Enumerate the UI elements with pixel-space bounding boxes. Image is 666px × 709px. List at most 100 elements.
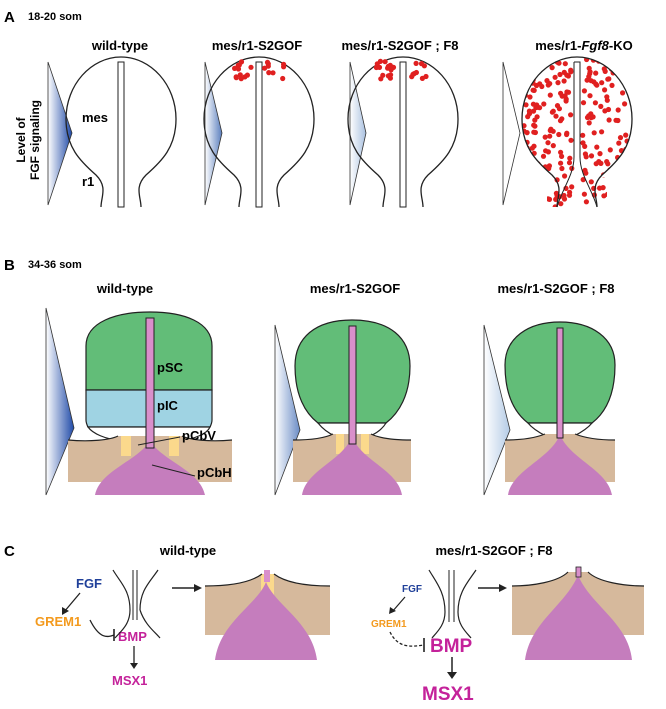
red-dot (242, 74, 248, 80)
red-dot (611, 60, 617, 66)
red-dot (567, 155, 573, 161)
red-dot (604, 159, 610, 165)
red-dot (545, 140, 551, 146)
grem1-label-right: GREM1 (371, 619, 407, 630)
red-dot (550, 143, 556, 149)
red-dot (523, 172, 529, 178)
red-dot (594, 144, 600, 150)
red-dot (566, 192, 573, 198)
red-dot (558, 160, 564, 166)
red-dot (539, 174, 545, 180)
red-dot (385, 73, 391, 79)
red-dot (529, 145, 535, 151)
red-dot (522, 201, 527, 207)
red-dot (597, 185, 603, 191)
fgf-gradient-triangle-b1 (45, 307, 75, 496)
red-dot (610, 203, 616, 207)
yaxis-label-line2: FGF signaling (28, 100, 42, 180)
red-dot (602, 87, 608, 93)
red-dot (580, 100, 587, 106)
red-dot (535, 177, 541, 183)
panel-c-letter: C (4, 543, 15, 560)
panel-c-title-left: wild-type (159, 543, 216, 558)
red-dot (528, 74, 534, 81)
red-dot (588, 78, 594, 84)
red-dot (522, 168, 528, 174)
red-dot (623, 132, 629, 138)
red-dot (563, 96, 569, 102)
bmp-label-right: BMP (430, 636, 473, 657)
red-dot (270, 70, 276, 76)
panel-b: B 34-36 som wild-type mes/r1-S2GOF mes/r… (4, 257, 616, 496)
red-dot (380, 72, 386, 78)
red-dot (616, 71, 622, 78)
red-dot (568, 137, 574, 143)
red-dot (624, 68, 630, 74)
bmp-label-left: BMP (118, 629, 147, 644)
red-dot (552, 74, 558, 80)
red-dot (542, 134, 548, 140)
red-dot (607, 175, 613, 181)
red-dot (623, 174, 629, 180)
red-dot (523, 102, 529, 108)
red-dot (620, 90, 626, 96)
red-dot (593, 70, 599, 76)
fgf-gradient-triangle-1 (47, 61, 73, 206)
fgf-label-right: FGF (402, 584, 422, 595)
red-dot (582, 143, 588, 149)
red-dot (531, 129, 537, 135)
panel-a-stage: 18-20 som (28, 11, 82, 23)
panel-b-title-2: mes/r1-S2GOF (310, 281, 400, 296)
panel-b-title-1: wild-type (96, 281, 153, 296)
red-dots-top-3 (373, 58, 429, 82)
red-dot (606, 76, 612, 82)
red-dot (598, 160, 604, 166)
red-dot (606, 117, 612, 123)
red-dot (534, 181, 540, 187)
region-label-pic: pIC (157, 398, 179, 413)
red-dot (248, 64, 254, 70)
red-dot (236, 62, 242, 68)
red-dot (232, 65, 238, 71)
red-dot (280, 75, 286, 82)
red-dot (599, 129, 605, 135)
red-dot (565, 89, 572, 95)
red-dot (598, 103, 604, 109)
red-dot (549, 65, 555, 71)
red-dot (626, 73, 632, 79)
red-dot (534, 102, 540, 108)
region-pcbv-left (121, 436, 131, 456)
red-dot (624, 188, 630, 194)
red-dot (557, 71, 563, 78)
red-dots-top-2 (232, 59, 287, 82)
red-dot (533, 82, 540, 89)
red-dot (539, 57, 545, 62)
red-dot (610, 197, 616, 203)
red-dot (604, 97, 610, 103)
red-dot (562, 61, 568, 67)
red-dot (545, 196, 551, 202)
red-dot (561, 192, 567, 199)
red-dot (531, 87, 537, 93)
brain-outline-1 (65, 56, 177, 208)
red-dot (607, 147, 613, 153)
red-dot (615, 107, 621, 113)
red-dot (582, 167, 588, 173)
red-dot (601, 193, 607, 199)
red-dot (565, 73, 571, 79)
panel-c: C wild-type FGF GREM1 BMP MSX1 mes/r1-S2… (4, 543, 645, 705)
red-dot (547, 133, 553, 139)
red-dot (599, 80, 605, 86)
red-dot (623, 185, 629, 191)
red-dot (597, 151, 603, 157)
red-dot (559, 153, 565, 159)
red-dot (602, 108, 608, 114)
brain-b-wildtype (67, 311, 233, 495)
red-dot (586, 74, 592, 80)
red-dot (541, 101, 547, 107)
red-dot (587, 93, 593, 99)
red-dot (559, 165, 565, 172)
red-dot (542, 173, 548, 179)
red-dot (591, 130, 597, 136)
region-midline (95, 440, 205, 495)
